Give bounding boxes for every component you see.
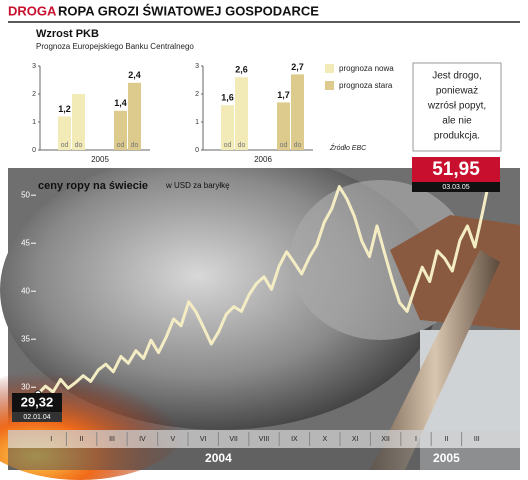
y-tick-label: 35: [21, 334, 30, 343]
legend-label: prognoza stara: [339, 81, 393, 90]
note-line: ponieważ: [436, 86, 478, 97]
category-label: do: [238, 142, 246, 149]
line-title: ceny ropy na świecie: [38, 180, 148, 192]
legend-label: prognoza nowa: [339, 64, 394, 73]
month-label: IV: [139, 436, 146, 443]
bar: [221, 105, 234, 150]
month-label: III: [109, 436, 115, 443]
legend-swatch: [325, 81, 334, 90]
panel-title: Wzrost PKB: [36, 28, 99, 40]
y-tick-label: 40: [21, 286, 30, 295]
month-label: XII: [381, 436, 390, 443]
y-tick-label: 3: [195, 63, 199, 70]
value-label: 1,2: [58, 104, 71, 114]
note-line: produkcja.: [434, 131, 480, 142]
month-label: VI: [200, 436, 207, 443]
y-tick-label: 0: [195, 147, 199, 154]
source: Źródło EBC: [329, 143, 367, 152]
value-label: 2,4: [128, 70, 141, 80]
year-strip: [8, 448, 520, 470]
note-line: ale nie: [442, 116, 472, 127]
hill: [390, 215, 520, 330]
bar-group: od 1,6 do 2,6: [221, 65, 248, 150]
bar: [235, 77, 248, 150]
start-date-box: [12, 412, 62, 422]
value-label: 2,6: [235, 65, 248, 75]
start-box: [12, 393, 62, 412]
y-tick-label: 0: [32, 147, 36, 154]
value-label: 1,7: [277, 90, 290, 100]
year-label: 2004: [205, 451, 232, 465]
bar: [58, 116, 71, 150]
x-label: 2006: [254, 155, 272, 164]
month-label: II: [444, 436, 448, 443]
month-label: IX: [291, 436, 298, 443]
price-line: [36, 176, 492, 395]
end-date: 03.03.05: [442, 184, 469, 191]
month-label: XI: [352, 436, 359, 443]
category-label: od: [224, 142, 232, 149]
month-label: I: [415, 436, 417, 443]
y-tick-label: 2: [195, 91, 199, 98]
end-date-box: [412, 182, 500, 192]
month-label: I: [50, 436, 52, 443]
bar: [128, 82, 141, 150]
y-tick-label: 1: [195, 119, 199, 126]
category-label: od: [117, 142, 125, 149]
value-label: 1,6: [221, 93, 234, 103]
bar: [114, 110, 127, 150]
category-label: do: [75, 142, 83, 149]
header-title: ROPA GROZI ŚWIATOWEJ GOSPODARCE: [58, 3, 319, 18]
bar: [72, 94, 85, 150]
note-box: [412, 62, 502, 152]
note-line: wzrósł popyt,: [427, 101, 486, 112]
start-date: 02.01.04: [23, 414, 50, 421]
month-label: VIII: [259, 436, 270, 443]
month-strip: [8, 430, 520, 448]
start-value: 29,32: [21, 394, 54, 409]
y-tick-label: 1: [32, 119, 36, 126]
category-label: od: [280, 142, 288, 149]
value-label: 1,4: [114, 98, 127, 108]
y-tick-label: 50: [21, 190, 30, 199]
value-label: 2,7: [291, 62, 304, 72]
y-tick-label: 2: [32, 91, 36, 98]
legend: prognoza nowa prognoza stara: [325, 64, 394, 90]
y-tick-label: 30: [21, 382, 30, 391]
line-subtitle: w USD za baryłkę: [165, 181, 230, 190]
category-label: do: [294, 142, 302, 149]
note: Jest drogo, ponieważ wzrósł popyt, ale nie p…: [427, 71, 486, 142]
x-label: 2005: [91, 155, 109, 164]
panel-subtitle: Prognoza Europejskiego Banku Centralnego: [36, 42, 194, 51]
bar-group: od 1,4 do 2,4: [114, 70, 141, 150]
year-label: 2005: [433, 451, 460, 465]
header-highlight: DROGA: [8, 3, 57, 18]
end-value: 51,95: [432, 159, 480, 180]
month-label: V: [170, 436, 175, 443]
legend-swatch: [325, 64, 334, 73]
month-label: III: [474, 436, 480, 443]
y-tick-label: 45: [21, 238, 30, 247]
bar: [277, 102, 290, 150]
bar-group: od 1,7 do 2,7: [277, 62, 304, 150]
end-box: [412, 157, 500, 182]
note-line: Jest drogo,: [432, 71, 481, 82]
category-label: do: [131, 142, 139, 149]
month-label: X: [322, 436, 327, 443]
bar-group: od 1,2 do: [58, 94, 85, 150]
bar: [291, 74, 304, 150]
month-label: II: [80, 436, 84, 443]
month-label: VII: [229, 436, 238, 443]
pipeline: [370, 250, 500, 470]
y-tick-label: 3: [32, 63, 36, 70]
category-label: od: [61, 142, 69, 149]
